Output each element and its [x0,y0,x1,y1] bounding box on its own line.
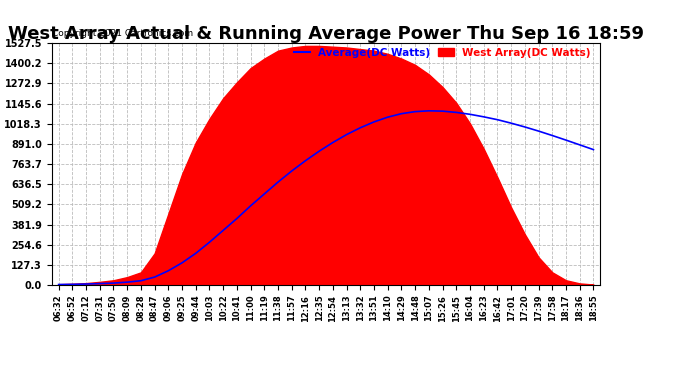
Title: West Array Actual & Running Average Power Thu Sep 16 18:59: West Array Actual & Running Average Powe… [8,25,644,43]
Text: Copyright 2021 Cartronics.com: Copyright 2021 Cartronics.com [52,29,193,38]
Legend: Average(DC Watts), West Array(DC Watts): Average(DC Watts), West Array(DC Watts) [290,44,595,62]
